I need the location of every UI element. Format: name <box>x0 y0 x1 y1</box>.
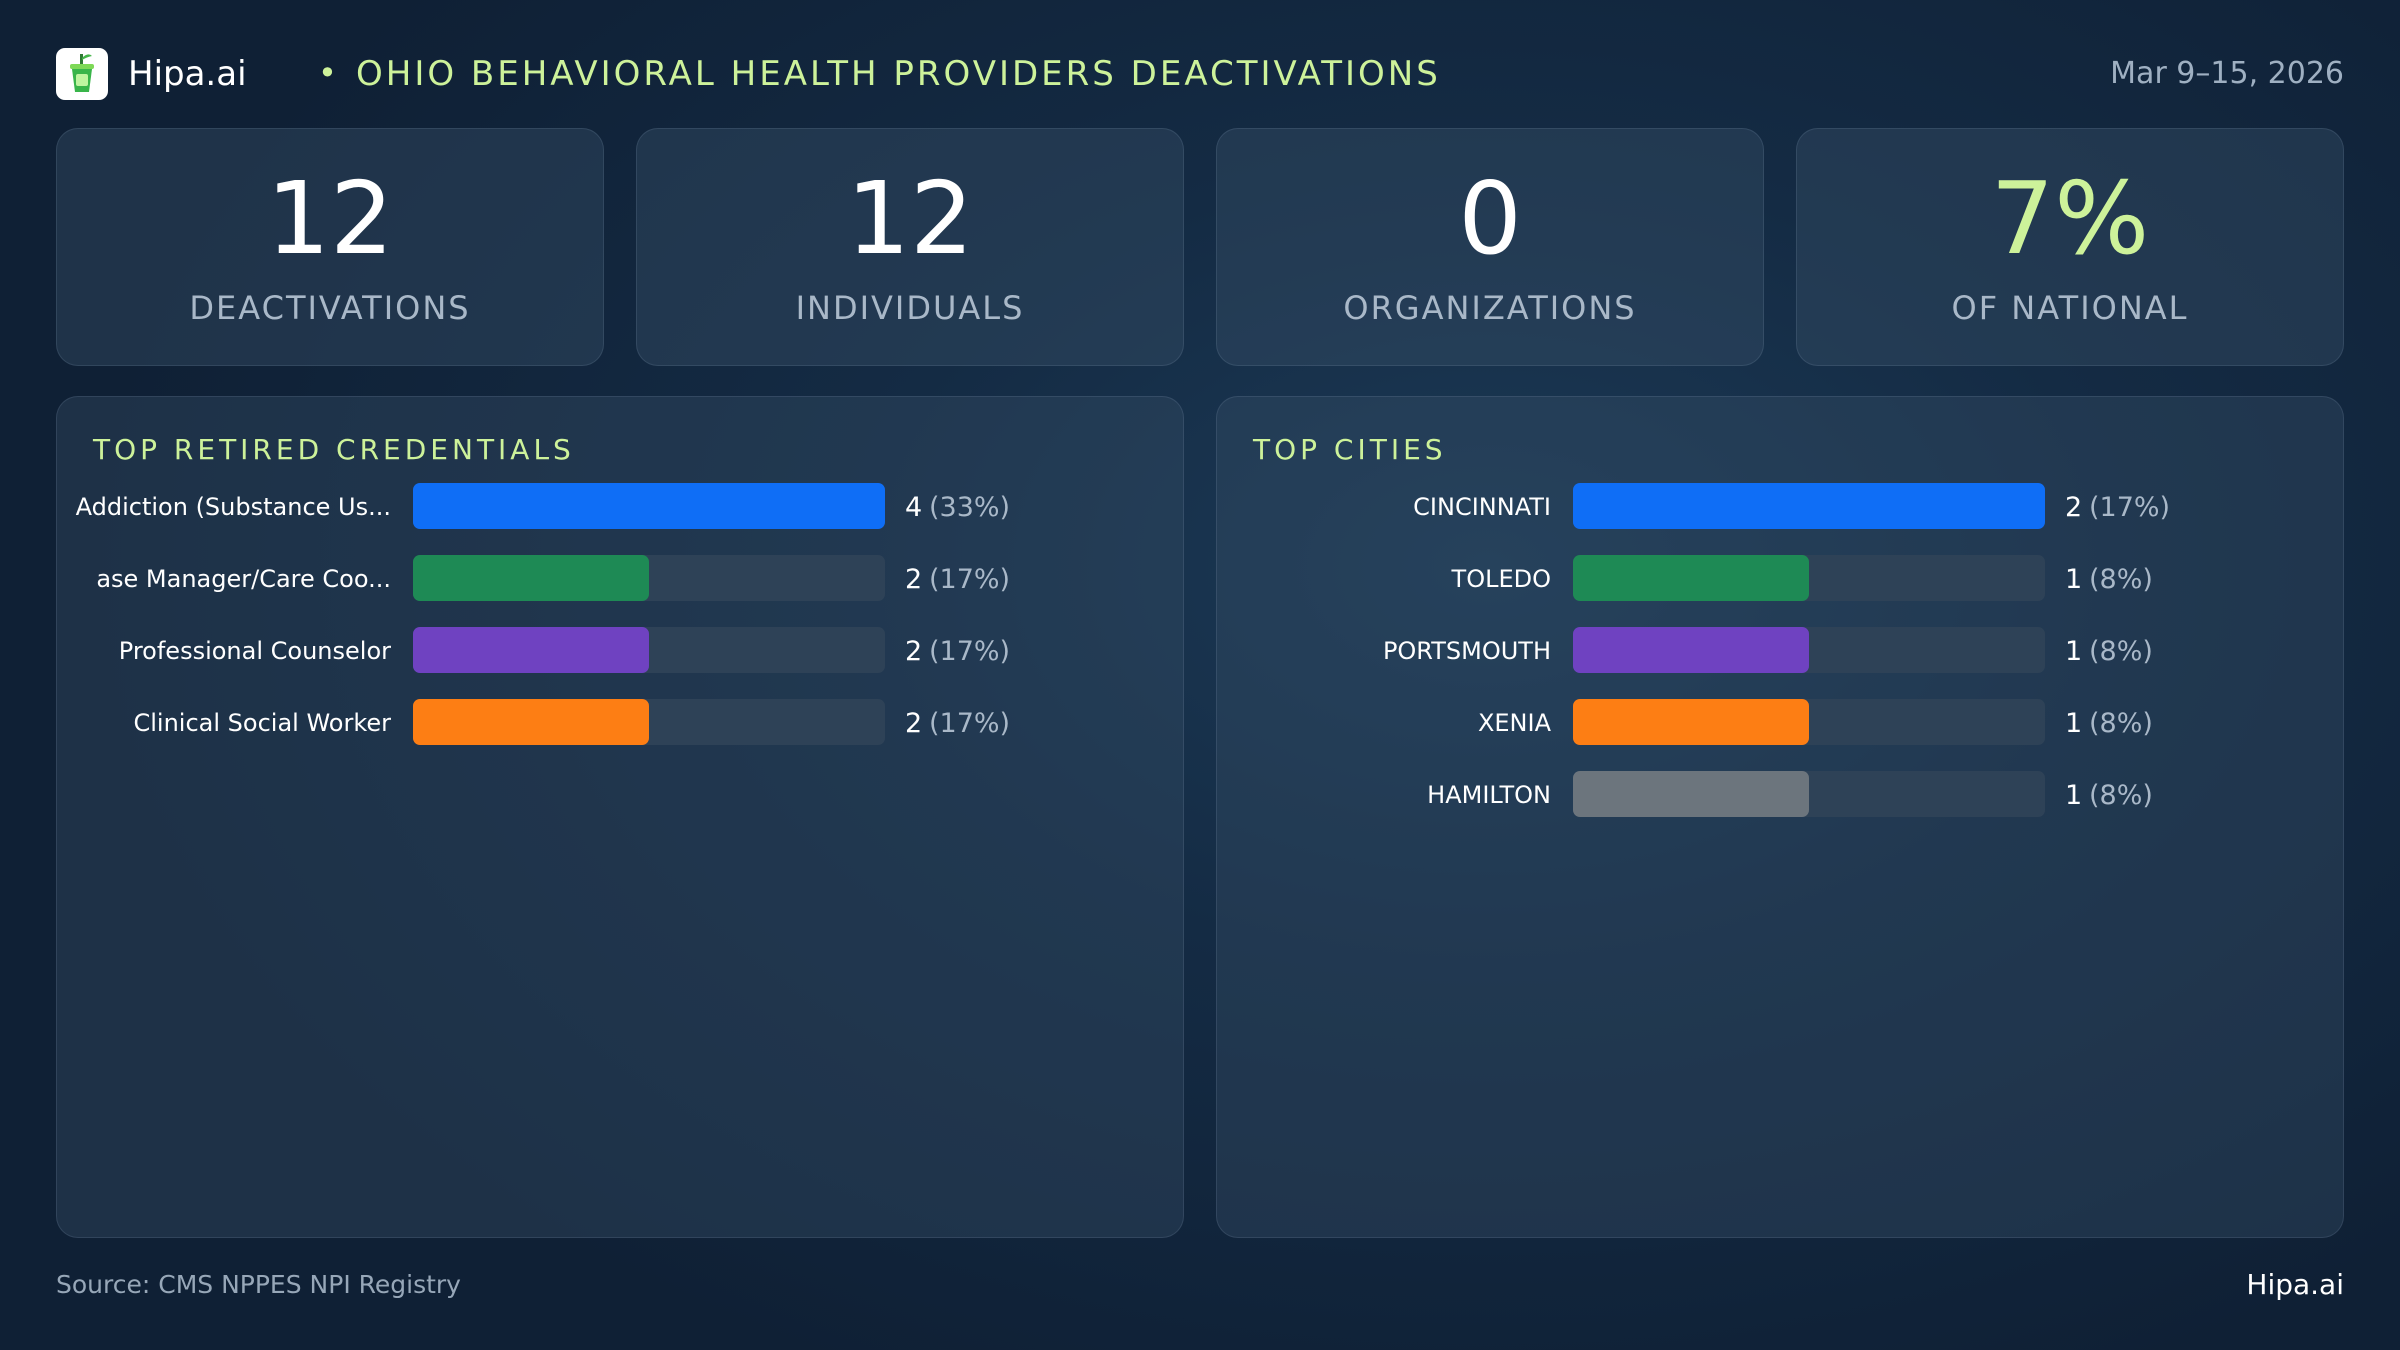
value-label: 1 <box>2065 636 2082 667</box>
green-cup-icon <box>70 54 94 92</box>
category-label: ase Manager/Care Coo... <box>96 565 391 593</box>
logo <box>56 48 108 100</box>
bar <box>413 699 649 745</box>
stat-value: 12 <box>846 160 974 277</box>
stat-card-deactivations: 12 DEACTIVATIONS <box>56 128 604 366</box>
stat-value: 7% <box>1990 160 2150 277</box>
percent-label: (8%) <box>2089 708 2153 739</box>
cities-chart-title: TOP CITIES <box>1253 433 1447 466</box>
value-label: 2 <box>905 708 922 739</box>
bar <box>1573 699 1809 745</box>
category-label: HAMILTON <box>1427 781 1551 809</box>
stat-label: DEACTIVATIONS <box>189 289 471 327</box>
percent-label: (17%) <box>929 564 1010 595</box>
stat-label: ORGANIZATIONS <box>1343 289 1637 327</box>
percent-label: (17%) <box>2089 492 2170 523</box>
page-title: OHIO BEHAVIORAL HEALTH PROVIDERS DEACTIV… <box>356 54 1441 94</box>
stat-card-national-share: 7% OF NATIONAL <box>1796 128 2344 366</box>
credentials-panel: TOP RETIRED CREDENTIALS Addiction (Subst… <box>56 396 1184 1238</box>
credentials-bar-chart: Addiction (Substance Us... 4 (33%) ase Mana… <box>76 483 1010 745</box>
source-note: Source: CMS NPPES NPI Registry <box>56 1270 461 1299</box>
category-label: PORTSMOUTH <box>1383 637 1551 665</box>
value-label: 4 <box>905 492 922 523</box>
stat-label: INDIVIDUALS <box>795 289 1025 327</box>
bar <box>413 627 649 673</box>
category-label: XENIA <box>1478 709 1552 737</box>
header: Hipa.ai • OHIO BEHAVIORAL HEALTH PROVIDE… <box>56 46 2344 102</box>
bar <box>413 483 885 529</box>
date-range: Mar 9–15, 2026 <box>2110 56 2344 91</box>
value-label: 2 <box>905 564 922 595</box>
percent-label: (33%) <box>929 492 1010 523</box>
cities-bar-chart: CINCINNATI 2 (17%)TOLEDO 1 (8%)PORTSMOUTH 1 (8… <box>1383 483 2170 817</box>
percent-label: (17%) <box>929 708 1010 739</box>
percent-label: (8%) <box>2089 636 2153 667</box>
category-label: CINCINNATI <box>1413 493 1551 521</box>
value-label: 1 <box>2065 708 2082 739</box>
stat-card-organizations: 0 ORGANIZATIONS <box>1216 128 1764 366</box>
stat-cards: 12 DEACTIVATIONS 12 INDIVIDUALS 0 ORGANI… <box>56 128 2344 368</box>
cities-panel: TOP CITIES CINCINNATI 2 (17%) TOLEDO 1 (8%) PO… <box>1216 396 2344 1238</box>
category-label: Clinical Social Worker <box>133 709 391 737</box>
value-label: 1 <box>2065 780 2082 811</box>
stat-value: 0 <box>1458 160 1522 277</box>
value-label: 2 <box>905 636 922 667</box>
percent-label: (8%) <box>2089 780 2153 811</box>
percent-label: (17%) <box>929 636 1010 667</box>
bar <box>1573 555 1809 601</box>
title-separator: • <box>318 54 337 92</box>
bar <box>1573 483 2045 529</box>
category-label: Addiction (Substance Us... <box>76 493 391 521</box>
stat-value: 12 <box>266 160 394 277</box>
credentials-chart-title: TOP RETIRED CREDENTIALS <box>93 433 575 466</box>
footer-brand: Hipa.ai <box>2246 1268 2344 1301</box>
bar <box>413 555 649 601</box>
stat-label: OF NATIONAL <box>1951 289 2189 327</box>
category-label: Professional Counselor <box>119 637 391 665</box>
category-label: TOLEDO <box>1451 565 1551 593</box>
value-label: 1 <box>2065 564 2082 595</box>
bar <box>1573 771 1809 817</box>
stat-card-individuals: 12 INDIVIDUALS <box>636 128 1184 366</box>
bar <box>1573 627 1809 673</box>
brand-name: Hipa.ai <box>128 54 247 94</box>
value-label: 2 <box>2065 492 2082 523</box>
percent-label: (8%) <box>2089 564 2153 595</box>
